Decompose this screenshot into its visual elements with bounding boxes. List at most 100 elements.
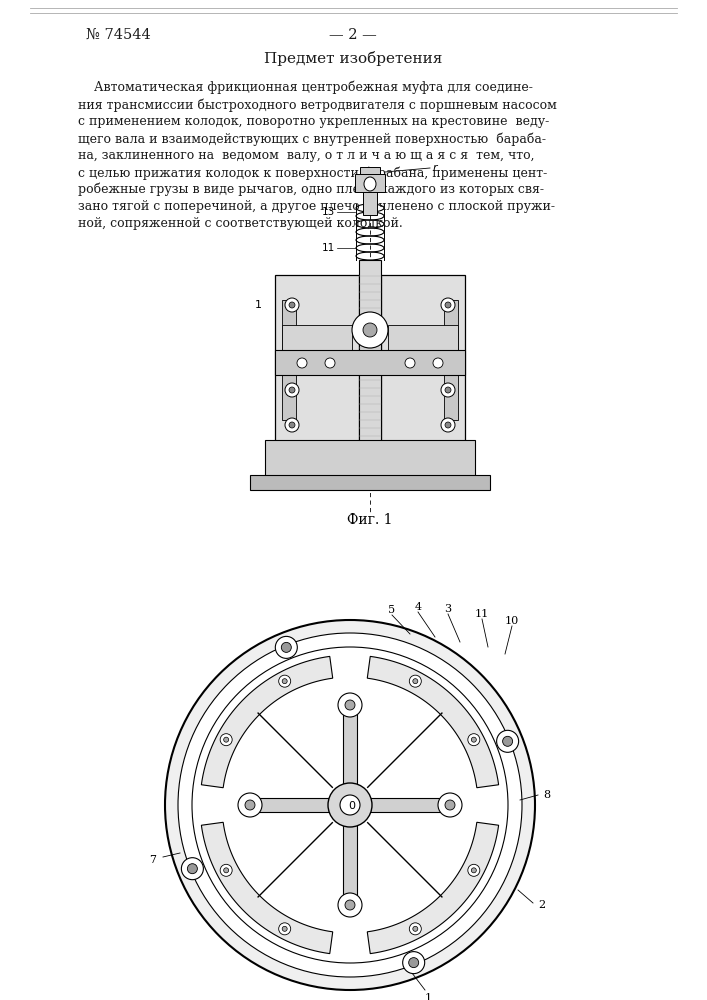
Circle shape — [438, 793, 462, 817]
Text: с целью прижатия колодок к поверхности барабана, применены цент-: с целью прижатия колодок к поверхности б… — [78, 166, 547, 180]
Circle shape — [220, 734, 232, 746]
Circle shape — [281, 642, 291, 652]
Circle shape — [178, 633, 522, 977]
Circle shape — [445, 800, 455, 810]
Text: r: r — [433, 163, 438, 173]
Circle shape — [238, 793, 262, 817]
Text: ния трансмиссии быстроходного ветродвигателя с поршневым насосом: ния трансмиссии быстроходного ветродвига… — [78, 98, 557, 111]
Circle shape — [285, 418, 299, 432]
Circle shape — [503, 736, 513, 746]
Text: на, заклиненного на  ведомом  валу, о т л и ч а ю щ а я с я  тем, что,: на, заклиненного на ведомом валу, о т л … — [78, 149, 534, 162]
Circle shape — [345, 900, 355, 910]
Circle shape — [433, 358, 443, 368]
Bar — [363, 187, 377, 215]
Text: зано тягой с поперечиной, а другое плечо сочленено с плоской пружи-: зано тягой с поперечиной, а другое плечо… — [78, 200, 555, 213]
Bar — [381, 275, 465, 445]
Circle shape — [338, 693, 362, 717]
Circle shape — [279, 675, 291, 687]
Bar — [359, 260, 381, 470]
Text: 0: 0 — [349, 801, 356, 811]
Bar — [355, 174, 385, 192]
Circle shape — [297, 358, 307, 368]
Circle shape — [220, 864, 232, 876]
Circle shape — [187, 864, 197, 874]
Bar — [360, 167, 380, 174]
Circle shape — [413, 926, 418, 931]
Circle shape — [282, 926, 287, 931]
Text: Автоматическая фрикционная центробежная муфта для соедине-: Автоматическая фрикционная центробежная … — [78, 81, 533, 95]
Bar — [275, 275, 359, 445]
Circle shape — [363, 323, 377, 337]
Circle shape — [472, 868, 477, 873]
Polygon shape — [250, 798, 350, 812]
Polygon shape — [367, 822, 498, 954]
Polygon shape — [367, 656, 498, 788]
Circle shape — [405, 358, 415, 368]
Circle shape — [275, 636, 298, 658]
Circle shape — [223, 868, 228, 873]
Circle shape — [182, 858, 204, 880]
Polygon shape — [343, 705, 357, 805]
Bar — [388, 325, 458, 355]
Polygon shape — [350, 798, 450, 812]
Circle shape — [441, 298, 455, 312]
Text: 7: 7 — [149, 855, 156, 865]
Circle shape — [279, 923, 291, 935]
Bar — [250, 475, 490, 490]
Circle shape — [413, 679, 418, 684]
Text: 5: 5 — [388, 605, 395, 615]
Circle shape — [441, 383, 455, 397]
Circle shape — [468, 864, 480, 876]
Circle shape — [441, 418, 455, 432]
Circle shape — [325, 358, 335, 368]
Text: с применением колодок, поворотно укрепленных на крестовине  веду-: с применением колодок, поворотно укрепле… — [78, 115, 549, 128]
Circle shape — [165, 620, 535, 990]
Text: робежные грузы в виде рычагов, одно плечо каждого из которых свя-: робежные грузы в виде рычагов, одно плеч… — [78, 183, 544, 196]
Circle shape — [340, 795, 360, 815]
Circle shape — [352, 312, 388, 348]
Circle shape — [409, 675, 421, 687]
Circle shape — [328, 783, 372, 827]
Circle shape — [285, 383, 299, 397]
Text: 11: 11 — [475, 609, 489, 619]
Text: — 2 —: — 2 — — [329, 28, 377, 42]
Text: 1: 1 — [255, 300, 262, 310]
Circle shape — [285, 298, 299, 312]
Circle shape — [472, 737, 477, 742]
Circle shape — [409, 958, 419, 968]
Bar — [282, 300, 296, 420]
Circle shape — [289, 302, 295, 308]
Bar — [275, 350, 465, 375]
Text: 10: 10 — [505, 616, 519, 626]
Circle shape — [289, 387, 295, 393]
Polygon shape — [201, 656, 333, 788]
Circle shape — [282, 679, 287, 684]
Circle shape — [409, 923, 421, 935]
Text: 3: 3 — [445, 604, 452, 614]
Circle shape — [192, 647, 508, 963]
Text: щего вала и взаимодействующих с внутренней поверхностью  бараба-: щего вала и взаимодействующих с внутренн… — [78, 132, 546, 145]
Bar — [282, 325, 352, 355]
Bar — [265, 440, 475, 480]
Circle shape — [445, 302, 451, 308]
Circle shape — [289, 422, 295, 428]
Circle shape — [403, 952, 425, 974]
Circle shape — [245, 800, 255, 810]
Circle shape — [223, 737, 228, 742]
Text: 11: 11 — [322, 243, 335, 253]
Text: 4: 4 — [414, 602, 421, 612]
Circle shape — [345, 700, 355, 710]
Bar — [444, 300, 458, 420]
Text: 1: 1 — [424, 993, 431, 1000]
Text: № 74544: № 74544 — [86, 28, 151, 42]
Text: 13: 13 — [322, 207, 335, 217]
Text: 8: 8 — [544, 790, 551, 800]
Text: ной, сопряженной с соответствующей колодкой.: ной, сопряженной с соответствующей колод… — [78, 217, 403, 230]
Polygon shape — [201, 822, 333, 954]
Circle shape — [445, 387, 451, 393]
Text: Предмет изобретения: Предмет изобретения — [264, 50, 442, 66]
Circle shape — [445, 422, 451, 428]
Circle shape — [338, 893, 362, 917]
Polygon shape — [343, 805, 357, 905]
Circle shape — [496, 730, 519, 752]
